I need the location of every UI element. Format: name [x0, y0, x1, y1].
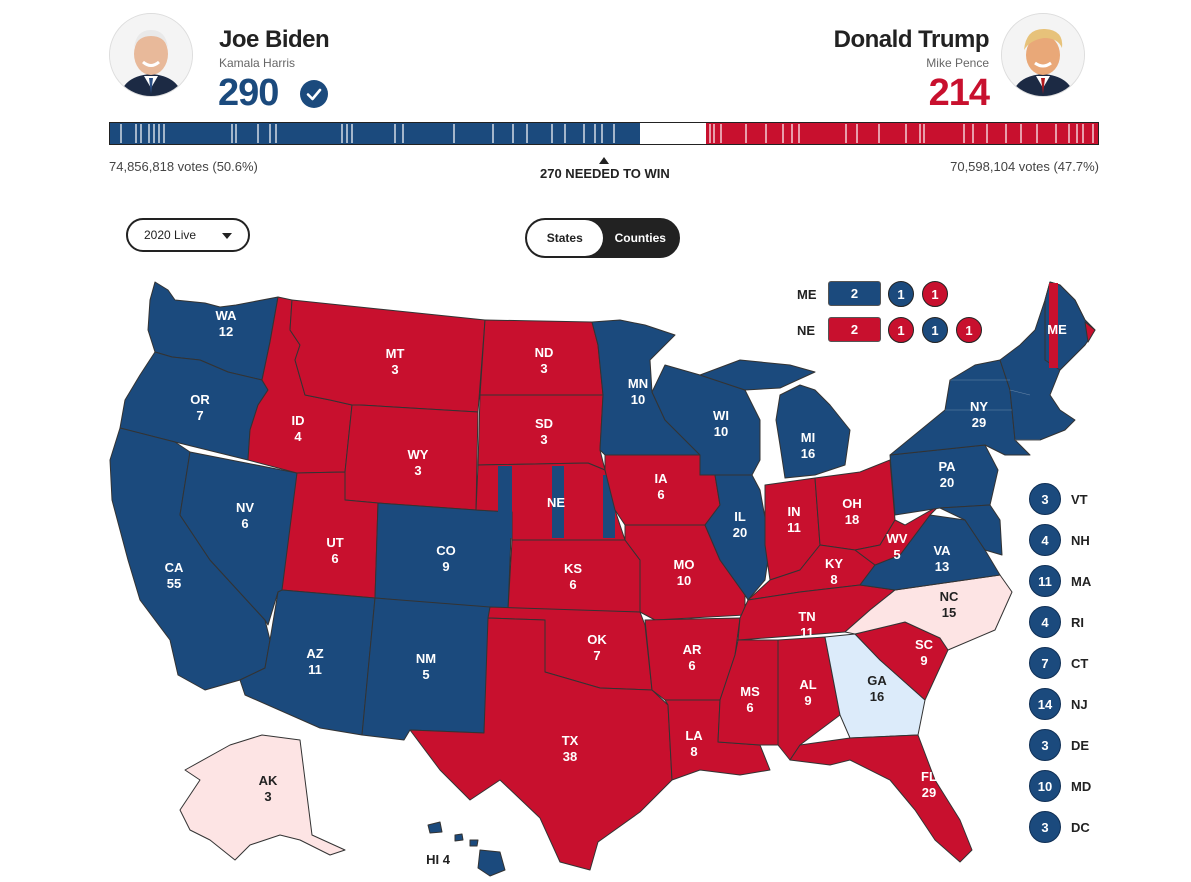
state-ND[interactable] — [479, 319, 604, 396]
small-state-abbr: VT — [1071, 492, 1088, 507]
trump-running-mate: Mike Pence — [926, 56, 989, 70]
small-state-ev: 14 — [1029, 688, 1061, 720]
electoral-vote-bar — [109, 122, 1099, 145]
state-MT[interactable] — [289, 299, 486, 413]
state-IL[interactable] — [699, 474, 771, 601]
small-state-ev: 3 — [1029, 811, 1061, 843]
state-OH[interactable] — [814, 459, 896, 551]
state-WY[interactable] — [344, 404, 479, 511]
trump-electoral-votes: 214 — [928, 72, 990, 114]
small-state-abbr: DC — [1071, 820, 1090, 835]
me-split-label: ME — [797, 287, 817, 302]
small-state-MD[interactable]: 10 MD — [1029, 770, 1091, 802]
state-AK[interactable] — [179, 734, 346, 861]
view-toggle[interactable]: States Counties — [525, 218, 680, 258]
small-state-abbr: MA — [1071, 574, 1092, 589]
me-district-stripe — [1084, 321, 1096, 343]
state-NM[interactable] — [361, 597, 491, 741]
majority-marker-icon — [599, 151, 609, 169]
state-SD[interactable] — [477, 394, 606, 471]
year-dropdown-value: 2020 Live — [144, 228, 197, 242]
trump-bar-fill — [706, 123, 1098, 144]
small-state-abbr: CT — [1071, 656, 1089, 671]
ne-at-large-box[interactable]: 2 — [828, 317, 881, 342]
biden-popular-vote: 74,856,818 votes (50.6%) — [109, 159, 258, 174]
toggle-states[interactable]: States — [527, 220, 603, 256]
ne-district-3[interactable]: 1 — [956, 317, 982, 343]
state-mid-atlantic[interactable] — [939, 504, 1003, 556]
year-dropdown[interactable]: 2020 Live — [126, 218, 250, 252]
trump-avatar — [1001, 13, 1085, 97]
small-state-NJ[interactable]: 14 NJ — [1029, 688, 1088, 720]
ne-district-stripe — [552, 466, 564, 538]
me-at-large-box[interactable]: 2 — [828, 281, 881, 306]
state-FL[interactable] — [789, 734, 973, 863]
trump-portrait-icon — [1002, 14, 1084, 96]
needed-to-win-label: 270 NEEDED TO WIN — [540, 166, 670, 181]
small-state-MA[interactable]: 11 MA — [1029, 565, 1091, 597]
biden-bar-fill — [110, 123, 640, 144]
trump-name: Donald Trump — [833, 26, 990, 53]
small-state-ev: 7 — [1029, 647, 1061, 679]
small-state-ev: 11 — [1029, 565, 1061, 597]
small-state-ev: 3 — [1029, 729, 1061, 761]
biden-name: Joe Biden — [219, 26, 330, 53]
small-state-ev: 3 — [1029, 483, 1061, 515]
small-state-ev: 10 — [1029, 770, 1061, 802]
small-state-RI[interactable]: 4 RI — [1029, 606, 1084, 638]
state-CO[interactable] — [374, 502, 513, 611]
me-district-1[interactable]: 1 — [888, 281, 914, 307]
state-PA[interactable] — [889, 444, 999, 516]
ne-district-stripe — [498, 466, 512, 538]
caret-down-icon — [222, 233, 232, 239]
state-KS[interactable] — [507, 539, 641, 613]
small-state-CT[interactable]: 7 CT — [1029, 647, 1088, 679]
small-state-DE[interactable]: 3 DE — [1029, 729, 1089, 761]
state-HI[interactable] — [427, 821, 506, 877]
small-state-VT[interactable]: 3 VT — [1029, 483, 1088, 515]
small-state-DC[interactable]: 3 DC — [1029, 811, 1090, 843]
toggle-counties[interactable]: Counties — [614, 231, 666, 245]
small-state-ev: 4 — [1029, 524, 1061, 556]
small-state-abbr: RI — [1071, 615, 1084, 630]
small-state-abbr: MD — [1071, 779, 1092, 794]
me-district-stripe — [1049, 283, 1058, 368]
biden-portrait-icon — [110, 14, 192, 96]
ne-split-label: NE — [797, 323, 816, 338]
winner-check-icon — [300, 80, 328, 108]
biden-electoral-votes: 290 — [218, 72, 279, 114]
me-district-2[interactable]: 1 — [922, 281, 948, 307]
trump-popular-vote: 70,598,104 votes (47.7%) — [950, 159, 1099, 174]
small-state-abbr: NJ — [1071, 697, 1088, 712]
state-TX[interactable] — [409, 617, 673, 871]
small-state-ev: 4 — [1029, 606, 1061, 638]
state-NC[interactable] — [844, 574, 1013, 651]
biden-avatar — [109, 13, 193, 97]
small-state-abbr: DE — [1071, 738, 1090, 753]
small-state-abbr: NH — [1071, 533, 1090, 548]
state-MI[interactable] — [699, 359, 851, 479]
biden-running-mate: Kamala Harris — [219, 56, 296, 70]
ne-district-2[interactable]: 1 — [922, 317, 948, 343]
small-state-NH[interactable]: 4 NH — [1029, 524, 1090, 556]
ne-district-1[interactable]: 1 — [888, 317, 914, 343]
